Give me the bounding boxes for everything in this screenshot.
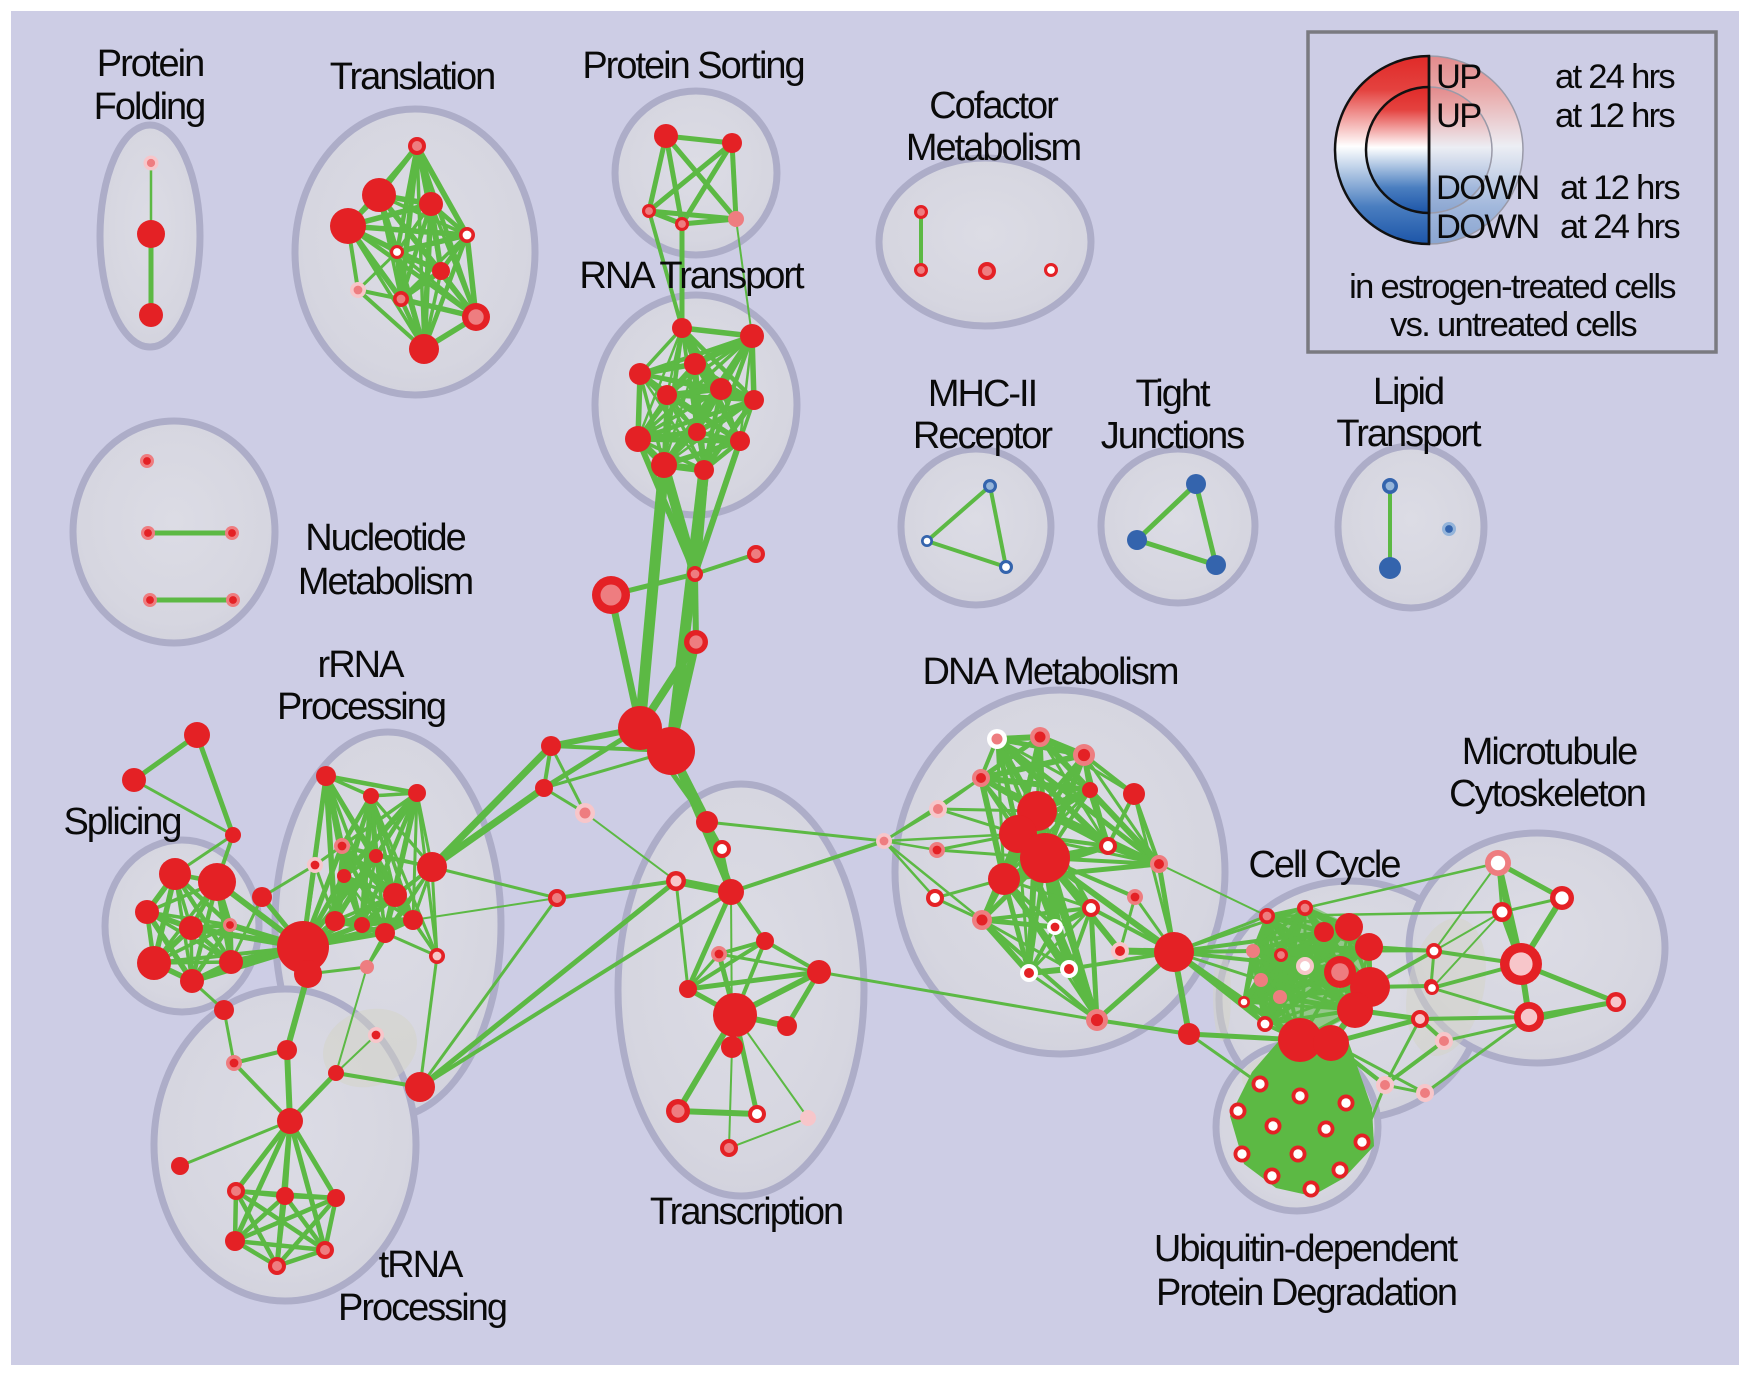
svg-text:Cofactor: Cofactor: [929, 85, 1059, 127]
svg-text:UP: UP: [1436, 97, 1481, 135]
svg-text:Tight: Tight: [1135, 373, 1211, 415]
svg-text:Ubiquitin-dependent: Ubiquitin-dependent: [1154, 1228, 1459, 1270]
svg-text:Cell Cycle: Cell Cycle: [1248, 844, 1400, 886]
svg-text:Protein Degradation: Protein Degradation: [1156, 1272, 1456, 1314]
svg-text:Metabolism: Metabolism: [298, 561, 473, 603]
svg-text:Splicing: Splicing: [63, 801, 180, 843]
svg-text:rRNA: rRNA: [318, 644, 406, 686]
svg-text:at 12 hrs: at 12 hrs: [1555, 97, 1674, 135]
svg-text:Cytoskeleton: Cytoskeleton: [1449, 773, 1645, 815]
svg-text:DNA Metabolism: DNA Metabolism: [923, 651, 1178, 693]
svg-text:vs. untreated cells: vs. untreated cells: [1390, 306, 1636, 344]
svg-text:tRNA: tRNA: [379, 1244, 464, 1286]
svg-text:Processing: Processing: [277, 686, 445, 728]
svg-text:Folding: Folding: [94, 86, 205, 128]
svg-text:UP: UP: [1436, 58, 1481, 96]
svg-text:Nucleotide: Nucleotide: [305, 517, 465, 559]
svg-text:Protein: Protein: [97, 43, 203, 85]
svg-text:Transport: Transport: [1336, 413, 1482, 455]
svg-text:Translation: Translation: [330, 56, 495, 98]
svg-text:at 24 hrs: at 24 hrs: [1560, 208, 1679, 246]
svg-text:RNA Transport: RNA Transport: [579, 255, 805, 297]
svg-text:Receptor: Receptor: [913, 415, 1054, 457]
svg-text:Metabolism: Metabolism: [906, 127, 1081, 169]
svg-text:Microtubule: Microtubule: [1462, 731, 1637, 773]
svg-text:DOWN: DOWN: [1436, 169, 1538, 207]
svg-text:at 24 hrs: at 24 hrs: [1555, 58, 1674, 96]
svg-text:Protein Sorting: Protein Sorting: [582, 45, 803, 87]
svg-text:MHC-II: MHC-II: [928, 373, 1036, 415]
svg-text:in estrogen-treated cells: in estrogen-treated cells: [1349, 268, 1675, 306]
svg-text:Processing: Processing: [338, 1287, 506, 1329]
svg-text:at 12 hrs: at 12 hrs: [1560, 169, 1679, 207]
svg-text:DOWN: DOWN: [1436, 208, 1538, 246]
svg-text:Transcription: Transcription: [650, 1191, 842, 1233]
svg-text:Junctions: Junctions: [1101, 415, 1245, 457]
svg-text:Lipid: Lipid: [1373, 371, 1443, 413]
